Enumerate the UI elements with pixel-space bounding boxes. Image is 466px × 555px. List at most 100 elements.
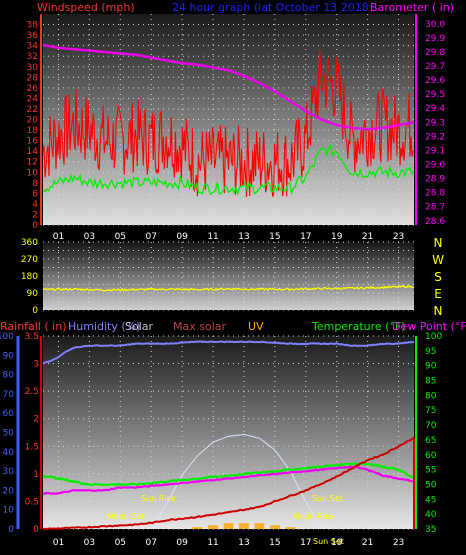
temperature-tick-label: 65 xyxy=(425,436,436,446)
temperature-tick-label: 35 xyxy=(425,525,436,535)
wind-x-tick-label: 23 xyxy=(393,232,404,242)
rainfall-tick-label: 2 xyxy=(33,415,39,425)
barometer-tick-label: 28.7 xyxy=(425,203,445,213)
direction-tick-label: 0 xyxy=(32,306,38,316)
climate-x-tick-label: 21 xyxy=(362,538,373,548)
wind-left-tick-label: 2 xyxy=(32,210,38,220)
humidity-tick-label: 40 xyxy=(3,448,15,458)
wind-left-tick-label: 28 xyxy=(27,73,39,83)
compass-label: N xyxy=(434,304,443,318)
barometer-series xyxy=(42,43,415,131)
wind-x-tick-label: 21 xyxy=(362,232,373,242)
uv-bar xyxy=(208,525,219,529)
maxsolar-label: Max solar xyxy=(173,320,226,333)
direction-tick-label: 270 xyxy=(21,255,38,265)
uv-bar xyxy=(223,523,234,529)
uv-bar xyxy=(254,523,265,529)
humidity-tick-label: 80 xyxy=(3,371,15,381)
temperature-tick-label: 90 xyxy=(425,362,437,372)
climate-x-tick-label: 19 xyxy=(331,538,343,548)
wind-x-tick-label: 09 xyxy=(176,232,188,242)
wind-left-tick-label: 32 xyxy=(27,52,38,62)
wind-left-tick-label: 22 xyxy=(27,105,38,115)
wind-left-tick-label: 36 xyxy=(27,31,39,41)
humidity-tick-label: 10 xyxy=(3,506,15,516)
rainfall-tick-label: 0 xyxy=(33,525,39,535)
sun-set-annotation: Sun Set xyxy=(312,494,343,503)
wind-left-tick-label: 34 xyxy=(27,42,39,52)
climate-x-tick-label: 23 xyxy=(393,538,404,548)
windspeed-series xyxy=(42,49,415,198)
rainfall-tick-label: 3.5 xyxy=(25,332,39,342)
uv-bar xyxy=(192,527,203,529)
temperature-tick-label: 40 xyxy=(425,510,437,520)
wind-left-tick-label: 12 xyxy=(27,158,38,168)
humidity-tick-label: 70 xyxy=(3,390,15,400)
wind-left-tick-label: 14 xyxy=(27,147,39,157)
wind-left-tick-label: 20 xyxy=(27,116,39,126)
barometer-tick-label: 29.5 xyxy=(425,90,445,100)
wind-x-tick-label: 03 xyxy=(84,232,95,242)
uv-bar xyxy=(269,525,280,529)
climate-x-tick-label: 01 xyxy=(53,538,64,548)
temperature-tick-label: 70 xyxy=(425,421,437,431)
humidity-tick-label: 100 xyxy=(0,332,14,342)
humidity-tick-label: 30 xyxy=(3,467,15,477)
humidity-tick-label: 60 xyxy=(3,409,15,419)
compass-label: N xyxy=(434,236,443,250)
rainfall-tick-label: 2.5 xyxy=(25,387,39,397)
climate-x-tick-label: 11 xyxy=(207,538,218,548)
barometer-axis-label: Barometer ( in) xyxy=(370,1,454,14)
temperature-tick-label: 85 xyxy=(425,377,436,387)
wind-x-tick-label: 07 xyxy=(145,232,156,242)
temperature-tick-label: 55 xyxy=(425,466,436,476)
direction-tick-label: 90 xyxy=(27,289,39,299)
gust-series xyxy=(42,143,415,196)
rainfall-series xyxy=(42,437,415,531)
humidity-series xyxy=(42,340,414,364)
rainfall-tick-label: 0.5 xyxy=(25,497,39,507)
windspeed-axis-label: Windspeed (mph) xyxy=(37,1,135,14)
uv-label: UV xyxy=(248,320,264,333)
wind-left-tick-label: 26 xyxy=(27,84,39,94)
barometer-tick-label: 29.9 xyxy=(425,34,445,44)
temperature-label: Temperature (°F) xyxy=(311,320,406,333)
temperature-tick-label: 50 xyxy=(425,480,437,490)
humidity-tick-label: 90 xyxy=(3,351,15,361)
climate-x-tick-label: 07 xyxy=(145,538,156,548)
uv-bar xyxy=(238,523,249,529)
sun-rise-annotation: Sun Rise xyxy=(141,494,176,503)
wind-x-tick-label: 11 xyxy=(207,232,218,242)
dewpoint-label: Dew Point (°F) xyxy=(392,320,466,333)
barometer-tick-label: 29.0 xyxy=(425,161,445,171)
rainfall-label: Rainfall ( in) xyxy=(0,320,67,333)
wind-left-tick-label: 6 xyxy=(32,189,38,199)
climate-x-tick-label: 05 xyxy=(115,538,126,548)
barometer-tick-label: 29.6 xyxy=(425,76,445,86)
wind-x-tick-label: 05 xyxy=(115,232,126,242)
wind-left-tick-label: 18 xyxy=(27,126,39,136)
uv-bar xyxy=(285,527,296,529)
wind-x-tick-label: 19 xyxy=(331,232,343,242)
climate-x-tick-label: 15 xyxy=(269,538,280,548)
wind-left-tick-label: 16 xyxy=(27,137,39,147)
temperature-series xyxy=(42,462,415,487)
climate-x-tick-label: 03 xyxy=(84,538,95,548)
dewpoint-series xyxy=(42,465,415,495)
direction-tick-label: 180 xyxy=(21,272,38,282)
humidity-label: Humidity (%) xyxy=(68,320,140,333)
climate-panel xyxy=(43,336,414,529)
rainfall-tick-label: 1 xyxy=(33,470,39,480)
barometer-tick-label: 29.4 xyxy=(425,104,445,114)
compass-label: E xyxy=(434,287,442,301)
temperature-tick-label: 45 xyxy=(425,495,436,505)
wind-left-tick-label: 38 xyxy=(27,21,39,31)
sun-set-overlap-label: Sun Set xyxy=(313,537,344,546)
wind-left-tick-label: 30 xyxy=(27,63,39,73)
wind-x-tick-label: 17 xyxy=(300,232,311,242)
temperature-tick-label: 95 xyxy=(425,347,436,357)
barometer-tick-label: 29.1 xyxy=(425,146,445,156)
humidity-tick-label: 50 xyxy=(3,429,15,439)
wind-x-tick-label: 01 xyxy=(53,232,64,242)
